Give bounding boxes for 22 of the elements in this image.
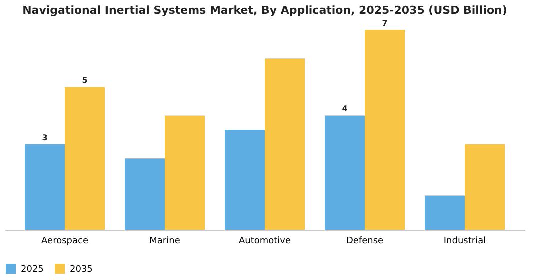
legend-label: 2035 [70, 265, 93, 275]
data-label: 5 [82, 76, 88, 86]
x-tick-label: Marine [150, 236, 181, 246]
bar [225, 130, 265, 230]
x-tick-label: Aerospace [42, 236, 89, 246]
bar [265, 58, 305, 230]
data-label: 3 [42, 133, 48, 142]
x-tick-label: Automotive [238, 236, 292, 246]
x-tick-label: Defense [346, 236, 384, 246]
legend-label: 2025 [21, 265, 44, 275]
bar [425, 196, 465, 230]
bar [325, 116, 365, 230]
x-tick-label: Industrial [444, 236, 486, 246]
bar [165, 116, 205, 230]
data-label: 4 [342, 104, 348, 114]
bar [365, 30, 405, 230]
chart-title: Navigational Inertial Systems Market, By Application, 2025-2035 (USD Billion) [22, 4, 508, 17]
bar [125, 158, 165, 230]
bar [65, 87, 105, 230]
bar [25, 144, 65, 230]
bar [465, 144, 505, 230]
data-label: 7 [382, 19, 388, 28]
